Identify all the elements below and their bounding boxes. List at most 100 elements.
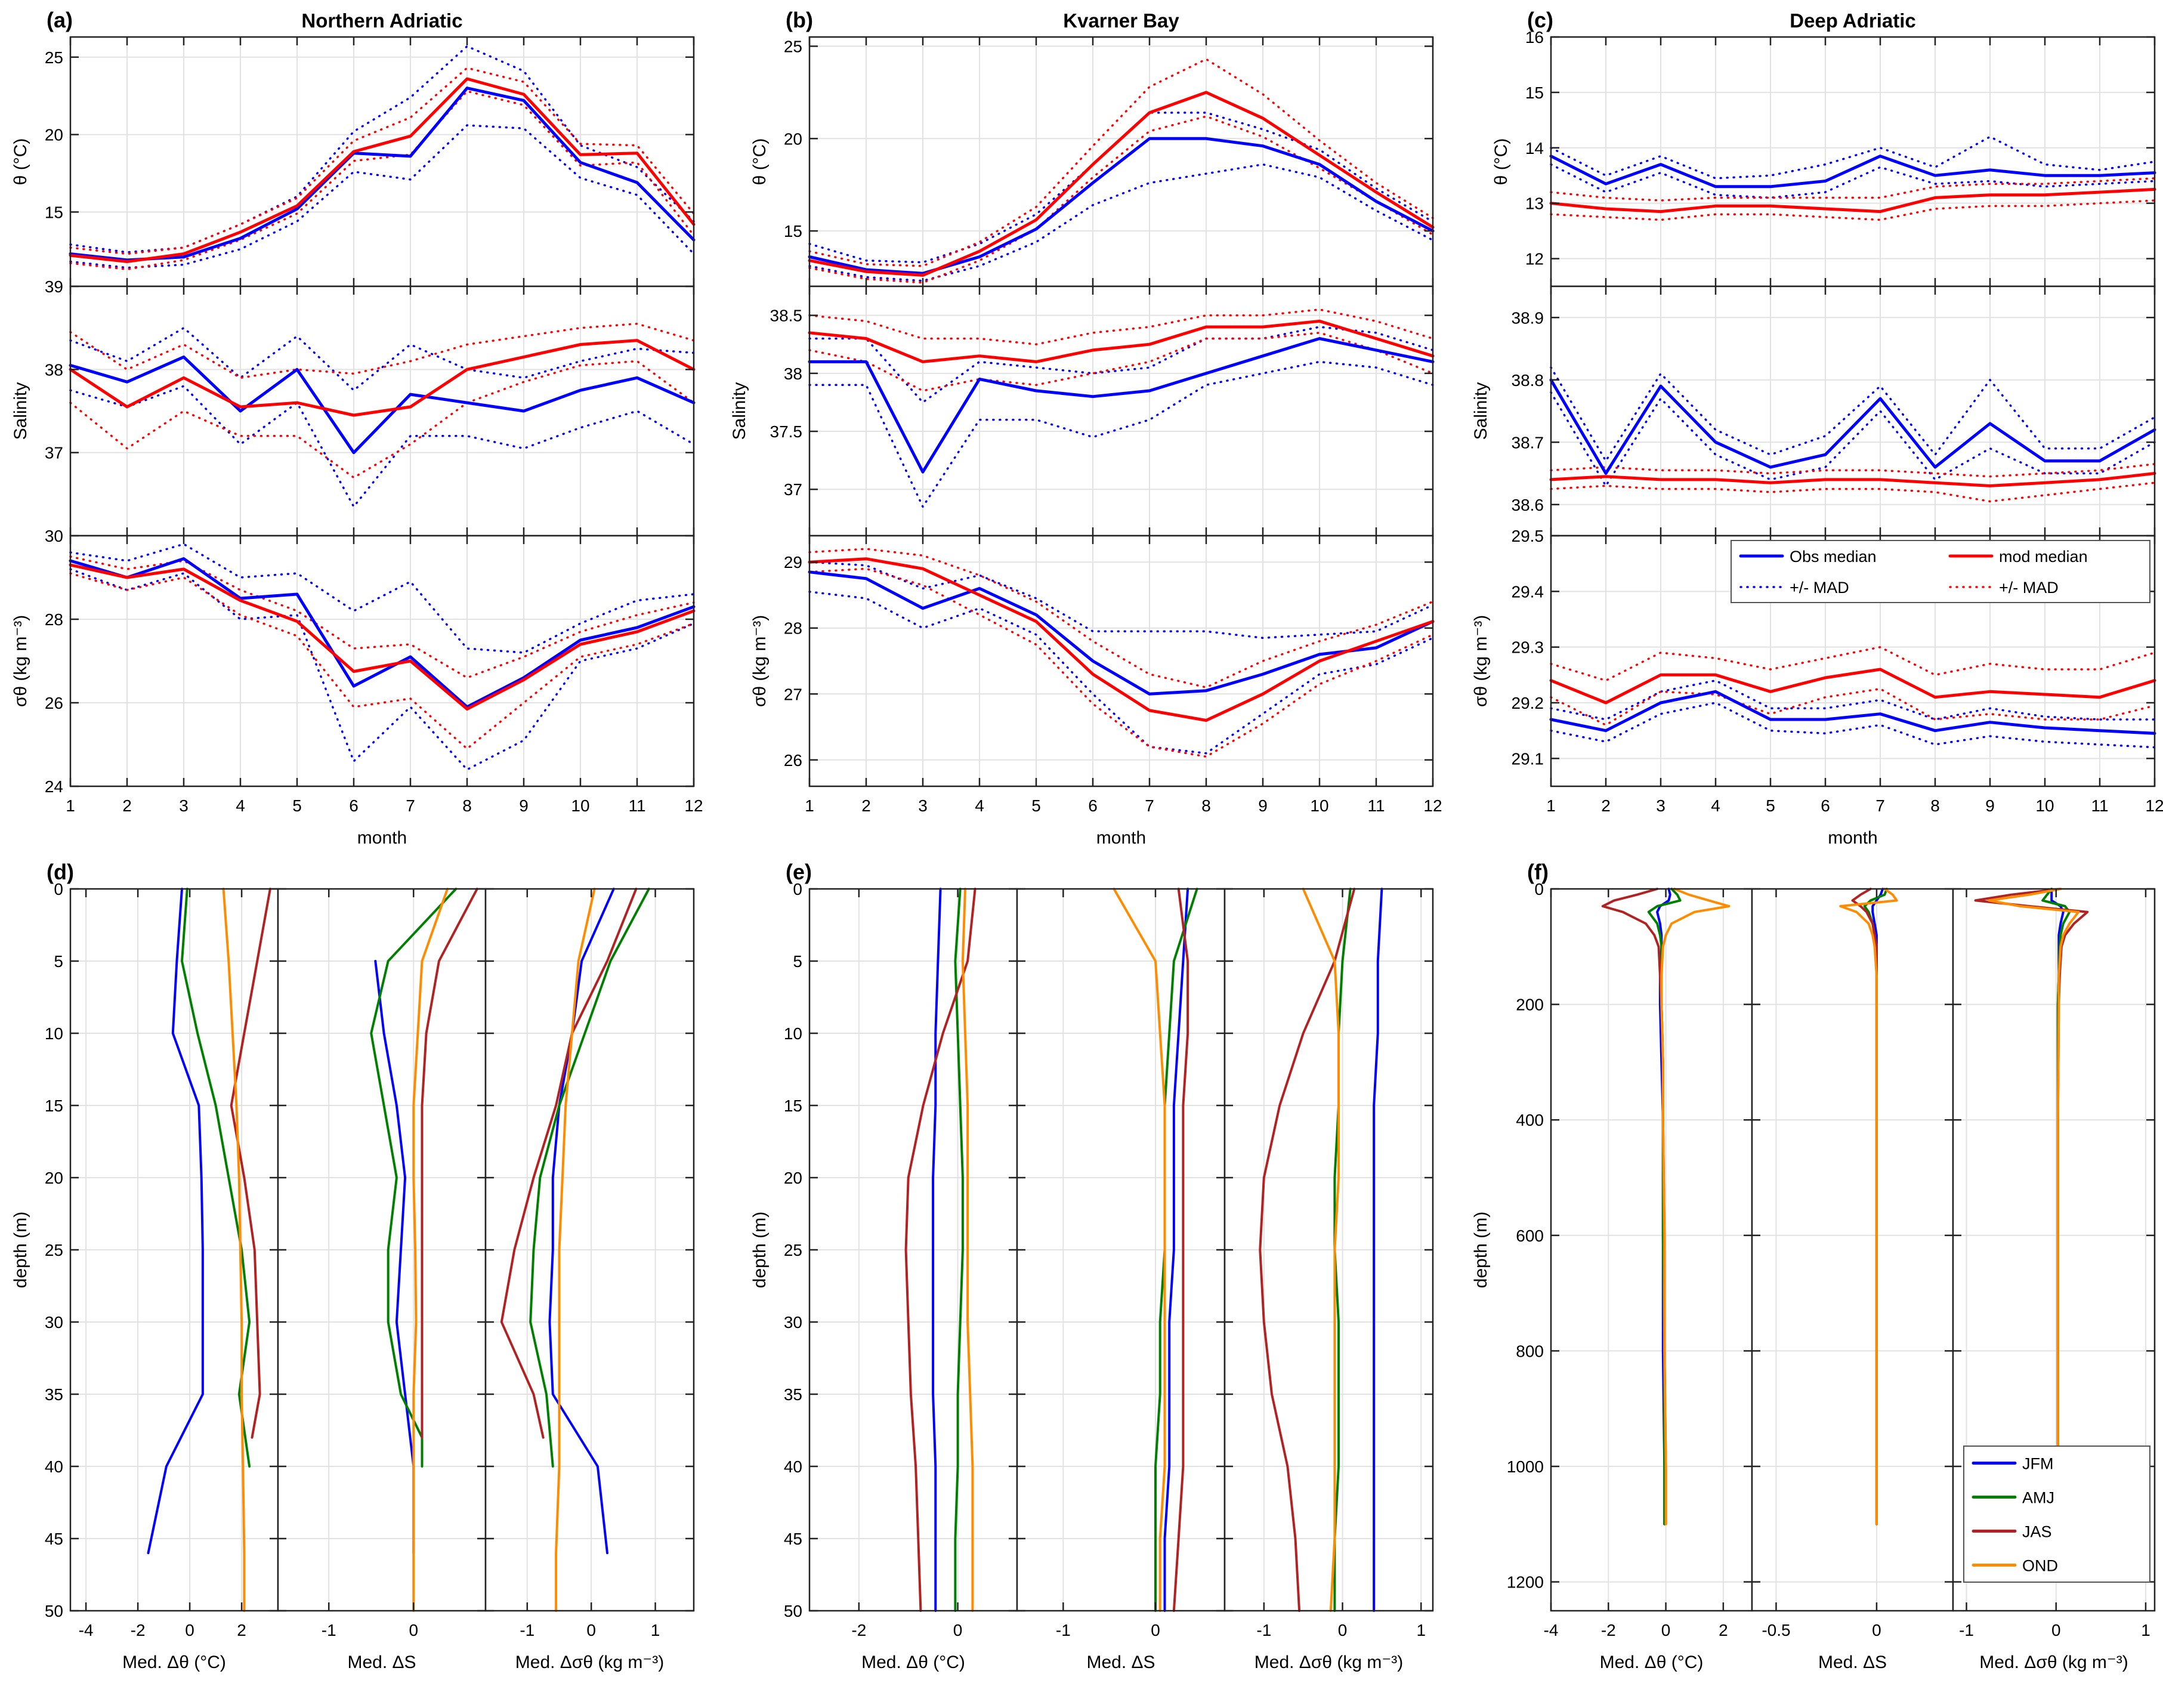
jfm-profile-line [147, 888, 204, 1555]
x-tick-label: 2 [1601, 796, 1611, 815]
x-tick-label: 6 [1088, 796, 1098, 815]
obs-mad-upper-line [808, 326, 1434, 404]
y-tick-label: 15 [784, 1097, 802, 1115]
x-tick-label: 0 [2051, 1621, 2061, 1639]
x-tick-label: -0.5 [1762, 1621, 1790, 1639]
axes-d-dsal: -1 0 Med. ΔS [277, 888, 487, 1672]
x-tick-label: 4 [1711, 796, 1720, 815]
x-axis-label: Med. Δσθ (kg m⁻³) [1254, 1653, 1403, 1672]
y-tick-label: 20 [45, 126, 63, 144]
legend-box [1963, 1446, 2150, 1583]
x-tick-label: 8 [1930, 796, 1940, 815]
mod-mad-lower-line [808, 567, 1434, 758]
ond-profile-line [1839, 888, 1898, 1525]
y-tick-label: 40 [784, 1457, 802, 1476]
y-tick-label: 200 [1516, 996, 1544, 1014]
y-tick-label: 38 [45, 360, 63, 379]
y-tick-label: 38.5 [770, 307, 803, 325]
y-tick-label: 25 [45, 48, 63, 67]
y-tick-label: 0 [793, 880, 802, 898]
ond-profile-line [961, 888, 974, 1612]
axes-b-theta: 15 20 25 θ (°C) Kvarner Bay (b) [750, 8, 1435, 288]
x-axis-label: Med. Δσθ (kg m⁻³) [515, 1653, 664, 1672]
y-axis-label: depth (m) [11, 1212, 30, 1288]
x-tick-label: 8 [462, 796, 472, 815]
legend-label: AMJ [2022, 1489, 2054, 1507]
y-tick-label: 37 [45, 444, 63, 462]
y-tick-label: 38.9 [1512, 308, 1544, 327]
y-tick-label: 26 [784, 751, 802, 770]
x-tick-label: 9 [1985, 796, 1995, 815]
mod-mad-upper-line [808, 548, 1434, 688]
jas-profile-line [230, 888, 271, 1439]
y-tick-label: 38 [784, 365, 802, 383]
x-axis-label: Med. ΔS [1086, 1653, 1155, 1672]
y-tick-label: 29.4 [1512, 582, 1544, 601]
x-tick-label: -2 [131, 1621, 146, 1639]
x-tick-label: 0 [409, 1621, 418, 1639]
y-tick-label: 14 [1525, 139, 1544, 157]
y-tick-label: 20 [784, 129, 802, 148]
ond-profile-line [412, 888, 449, 1612]
x-tick-label: 2 [861, 796, 871, 815]
y-tick-label: 5 [793, 952, 802, 971]
x-tick-label: 3 [918, 796, 928, 815]
y-tick-label: 1000 [1507, 1457, 1544, 1476]
axes-d-dsigma: -1 0 1 Med. Δσθ (kg m⁻³) [484, 888, 695, 1672]
x-axis-label: Med. ΔS [347, 1653, 416, 1672]
mod-mad-upper-line [1550, 645, 2156, 682]
mod-median-line [808, 319, 1435, 363]
axes-e-dsigma: -1 0 1 Med. Δσθ (kg m⁻³) [1223, 888, 1434, 1672]
axes-f-dtheta: -4 -2 0 2 0 200 400 600 800 1000 1200 Med. Δθ (°C) d… [1471, 860, 1753, 1672]
y-tick-label: 400 [1516, 1111, 1544, 1129]
x-tick-label: 0 [1661, 1621, 1671, 1639]
y-tick-label: 38.8 [1512, 371, 1544, 390]
panel-letter: (b) [786, 8, 813, 32]
axes-f-dsal: -0.5 0 Med. ΔS [1751, 888, 1954, 1672]
y-axis-label: Salinity [730, 382, 749, 440]
x-tick-label: 0 [586, 1621, 596, 1639]
y-tick-label: 40 [45, 1457, 63, 1476]
legend-label: JAS [2022, 1523, 2052, 1541]
x-tick-label: 7 [406, 796, 415, 815]
mod-median-line [69, 77, 696, 263]
y-tick-label: 0 [1534, 880, 1544, 898]
axes-b-salinity: 37 37.5 38 38.5 Salinity [730, 285, 1435, 537]
y-tick-label: 35 [45, 1385, 63, 1404]
obs-mad-upper-line [1550, 679, 2156, 721]
amj-profile-line [529, 888, 650, 1468]
x-tick-label: 12 [684, 796, 703, 815]
y-tick-label: 25 [784, 37, 802, 55]
mod-median-line [69, 563, 696, 711]
axes-c-salinity: 38.6 38.7 38.8 38.9 Salinity [1471, 285, 2156, 537]
y-tick-label: 10 [784, 1024, 802, 1043]
ond-profile-line [1660, 888, 1731, 1525]
y-tick-label: 28 [784, 619, 802, 638]
panel-letter: (c) [1527, 8, 1553, 32]
y-tick-label: 39 [45, 277, 63, 296]
y-tick-label: 13 [1525, 194, 1544, 213]
jfm-profile-line [932, 888, 942, 1612]
obs-median-line [808, 570, 1435, 696]
y-tick-label: 15 [45, 203, 63, 221]
obs-median-line [1549, 155, 2156, 189]
x-tick-label: 6 [349, 796, 359, 815]
axes-box [69, 535, 695, 787]
x-tick-label: 5 [1766, 796, 1775, 815]
ond-profile-line [1988, 888, 2080, 1525]
mod-mad-lower-line [808, 115, 1434, 284]
x-axis-label: month [357, 828, 407, 848]
y-tick-label: 27 [784, 685, 802, 703]
x-tick-label: 7 [1145, 796, 1154, 815]
ond-profile-line [222, 888, 246, 1612]
y-tick-label: 15 [45, 1097, 63, 1115]
y-tick-label: 15 [784, 222, 802, 240]
y-tick-label: 25 [784, 1241, 802, 1259]
x-tick-label: 1 [2141, 1621, 2150, 1639]
y-tick-label: 25 [45, 1241, 63, 1259]
y-tick-label: 10 [45, 1024, 63, 1043]
x-tick-label: 6 [1821, 796, 1830, 815]
panel-letter: (f) [1527, 860, 1549, 884]
